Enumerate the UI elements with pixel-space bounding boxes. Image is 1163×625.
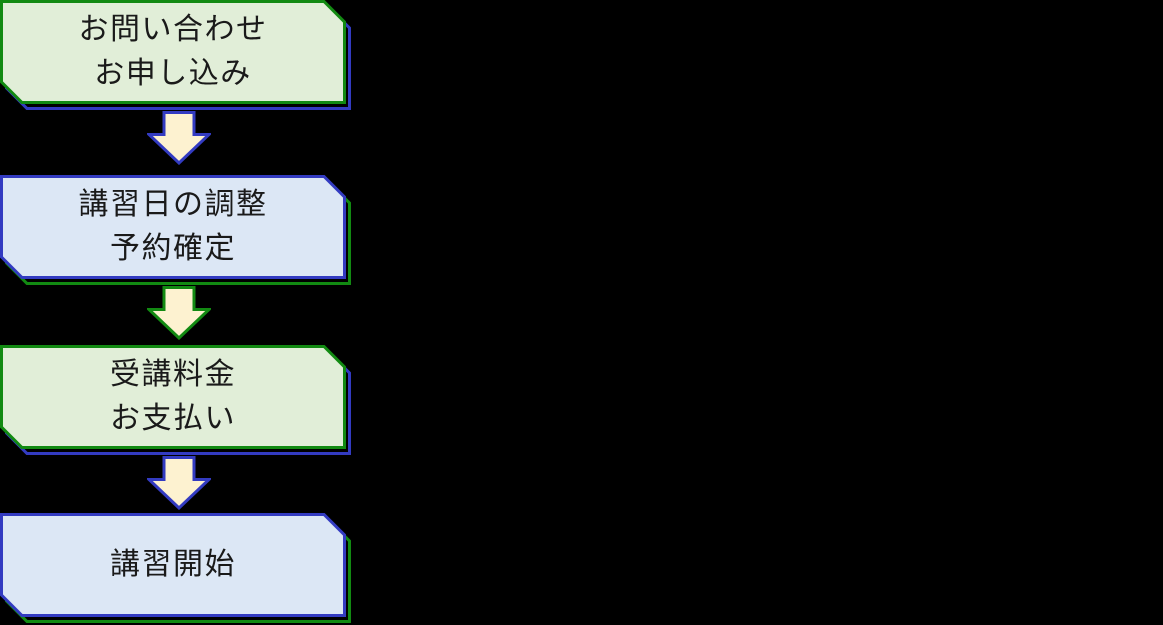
flow-step-label-line1: 講習開始 — [110, 548, 236, 581]
snip-corner-box-shape — [0, 175, 351, 285]
flow-step-inquiry: お問い合わせ お申し込み — [0, 0, 352, 112]
snip-corner-box-shape — [0, 513, 351, 623]
arrow-down-icon — [147, 111, 211, 165]
snip-corner-box-shape — [0, 0, 351, 110]
flow-step-label: 講習開始 — [0, 513, 346, 617]
arrow-down-icon — [147, 456, 211, 510]
flow-step-scheduling: 講習日の調整 予約確定 — [0, 175, 352, 287]
flow-step-label: 講習日の調整 予約確定 — [0, 175, 346, 279]
flow-step-label: お問い合わせ お申し込み — [0, 0, 346, 104]
flow-step-start: 講習開始 — [0, 513, 352, 625]
arrow-down-icon — [147, 286, 211, 340]
flow-step-label-line2: お支払い — [110, 402, 236, 435]
flow-step-label-line1: 受講料金 — [110, 358, 236, 391]
flow-step-label-line2: お申し込み — [94, 57, 252, 90]
flow-step-label: 受講料金 お支払い — [0, 345, 346, 449]
flow-step-payment: 受講料金 お支払い — [0, 345, 352, 457]
flow-step-label-line2: 予約確定 — [110, 232, 236, 265]
flow-step-label-line1: 講習日の調整 — [78, 188, 268, 221]
snip-corner-box-shape — [0, 345, 351, 455]
flow-step-label-line1: お問い合わせ — [78, 13, 268, 46]
